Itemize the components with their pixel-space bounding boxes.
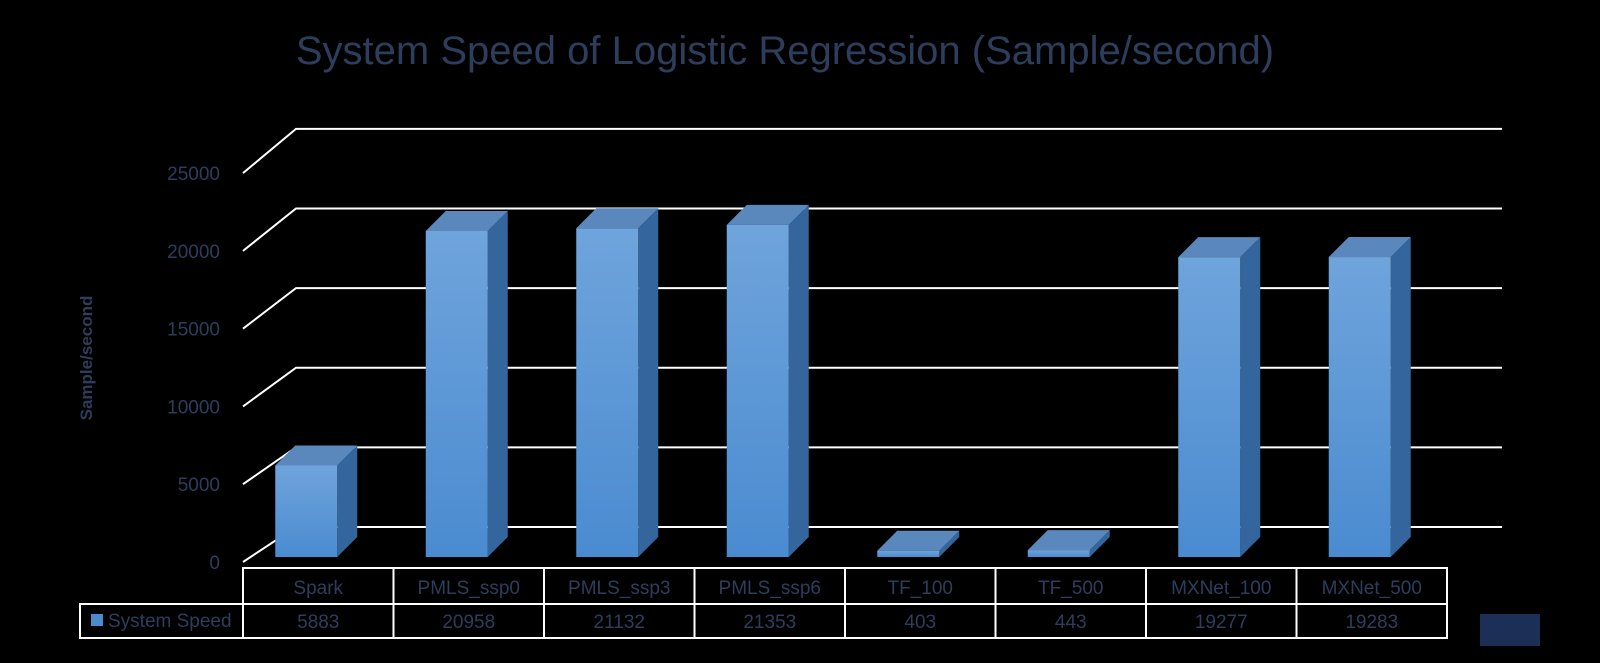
x-tick-label: PMLS_ssp6 bbox=[719, 578, 821, 599]
bar-MXNet_500 bbox=[1328, 237, 1411, 557]
bar-top bbox=[275, 445, 358, 466]
bar-side bbox=[1390, 237, 1411, 557]
data-value-label: 20958 bbox=[442, 612, 495, 633]
x-tick-label: MXNet_500 bbox=[1322, 578, 1422, 599]
bar-front bbox=[1328, 257, 1391, 557]
bar-PMLS_ssp6 bbox=[726, 204, 809, 557]
bar-front bbox=[275, 465, 338, 557]
bars bbox=[275, 204, 1411, 557]
y-axis-label: Sample/second bbox=[77, 296, 96, 421]
gridline bbox=[242, 287, 1502, 330]
gridline bbox=[242, 127, 1502, 174]
data-value-label: 403 bbox=[904, 612, 936, 633]
watermark-logo bbox=[1480, 614, 1540, 646]
data-table: Spark PMLS_ssp0 PMLS_ssp3 PMLS_ssp6 TF_100 TF… bbox=[79, 567, 1448, 639]
gridline bbox=[242, 366, 1502, 408]
gridline bbox=[242, 207, 1502, 252]
bar-front bbox=[877, 550, 940, 557]
bar-front bbox=[1178, 257, 1241, 557]
bar-side bbox=[1089, 530, 1110, 557]
bar-top bbox=[877, 530, 960, 551]
data-value-label: 21132 bbox=[594, 612, 645, 633]
y-tick-label: 10000 bbox=[167, 397, 220, 418]
x-tick-label: TF_100 bbox=[888, 578, 953, 599]
y-tick-label: 5000 bbox=[178, 475, 220, 496]
data-value-label: 5883 bbox=[297, 612, 339, 633]
bar-side bbox=[487, 210, 508, 557]
chart-title: System Speed of Logistic Regression (Sam… bbox=[296, 29, 1274, 73]
bar-top bbox=[1027, 530, 1110, 551]
legend-key bbox=[91, 614, 103, 626]
bar-front bbox=[576, 228, 639, 557]
x-tick-label: PMLS_ssp3 bbox=[568, 578, 670, 599]
data-value-label: 19277 bbox=[1195, 612, 1248, 633]
bar-front bbox=[726, 224, 789, 557]
x-tick-label: TF_500 bbox=[1038, 578, 1103, 599]
bar-front bbox=[425, 230, 488, 557]
bar-top bbox=[1178, 237, 1261, 258]
bar-side bbox=[939, 530, 960, 557]
data-value-label: 21353 bbox=[743, 612, 796, 633]
bar-top bbox=[726, 204, 809, 225]
bar-side bbox=[788, 204, 809, 557]
x-tick-label: PMLS_ssp0 bbox=[418, 578, 520, 599]
x-tick-label: MXNet_100 bbox=[1171, 578, 1271, 599]
bar-side bbox=[337, 445, 358, 557]
y-tick-label: 25000 bbox=[167, 164, 220, 185]
legend-label: System Speed bbox=[108, 611, 232, 632]
gridlines bbox=[242, 127, 1502, 563]
bar-MXNet_100 bbox=[1178, 237, 1261, 557]
bar-TF_100 bbox=[877, 530, 960, 557]
bar-top bbox=[1328, 237, 1411, 258]
bar-top bbox=[576, 208, 659, 229]
y-tick-label: 15000 bbox=[167, 320, 220, 341]
bar-top bbox=[425, 210, 508, 231]
bar-side bbox=[1240, 237, 1261, 557]
bar-side bbox=[638, 208, 659, 557]
bar-Spark bbox=[275, 445, 358, 557]
data-value-label: 443 bbox=[1055, 612, 1087, 633]
y-tick-label: 20000 bbox=[167, 242, 220, 263]
bar-front bbox=[1027, 550, 1090, 557]
bar-PMLS_ssp3 bbox=[576, 208, 659, 557]
y-axis-ticks: 0 5000 10000 15000 20000 25000 bbox=[167, 164, 220, 574]
x-tick-label: Spark bbox=[293, 578, 343, 599]
data-value-label: 19283 bbox=[1345, 612, 1398, 633]
bar-PMLS_ssp0 bbox=[425, 210, 508, 557]
bar-TF_500 bbox=[1027, 530, 1110, 557]
y-tick-label: 0 bbox=[209, 553, 220, 574]
